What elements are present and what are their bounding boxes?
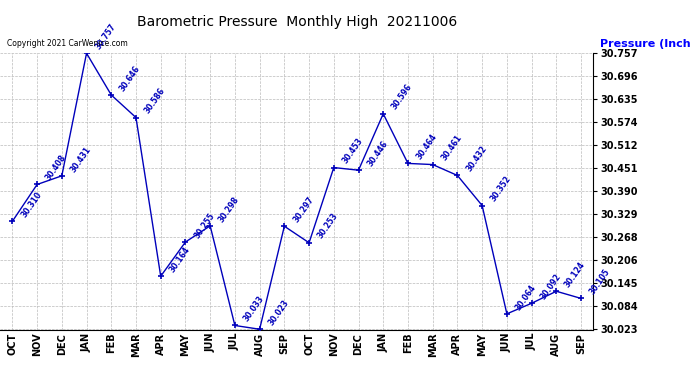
Text: Pressure (Inches/Hg): Pressure (Inches/Hg) [600,39,690,50]
Text: Copyright 2021 CarWenice.com: Copyright 2021 CarWenice.com [7,39,128,48]
Text: 30.298: 30.298 [217,195,241,224]
Text: 30.105: 30.105 [588,267,612,296]
Text: 30.033: 30.033 [241,294,266,323]
Text: 30.164: 30.164 [168,245,192,274]
Text: 30.461: 30.461 [440,134,464,162]
Text: 30.464: 30.464 [415,132,439,161]
Text: 30.431: 30.431 [69,145,93,174]
Text: 30.310: 30.310 [19,190,43,219]
Text: 30.757: 30.757 [93,22,117,51]
Text: 30.092: 30.092 [538,272,562,301]
Text: 30.064: 30.064 [514,283,538,312]
Text: 30.253: 30.253 [316,211,340,241]
Text: 30.297: 30.297 [291,195,315,224]
Text: 30.596: 30.596 [390,83,414,112]
Text: Barometric Pressure  Monthly High  20211006: Barometric Pressure Monthly High 2021100… [137,15,457,29]
Text: 30.023: 30.023 [266,298,290,327]
Text: 30.124: 30.124 [563,260,587,289]
Text: 30.446: 30.446 [366,139,390,168]
Text: 30.408: 30.408 [44,153,68,182]
Text: 30.586: 30.586 [143,86,167,116]
Text: 30.255: 30.255 [193,211,217,240]
Text: 30.352: 30.352 [489,174,513,203]
Text: 30.432: 30.432 [464,144,489,173]
Text: 30.453: 30.453 [341,136,365,165]
Text: 30.646: 30.646 [118,64,142,93]
